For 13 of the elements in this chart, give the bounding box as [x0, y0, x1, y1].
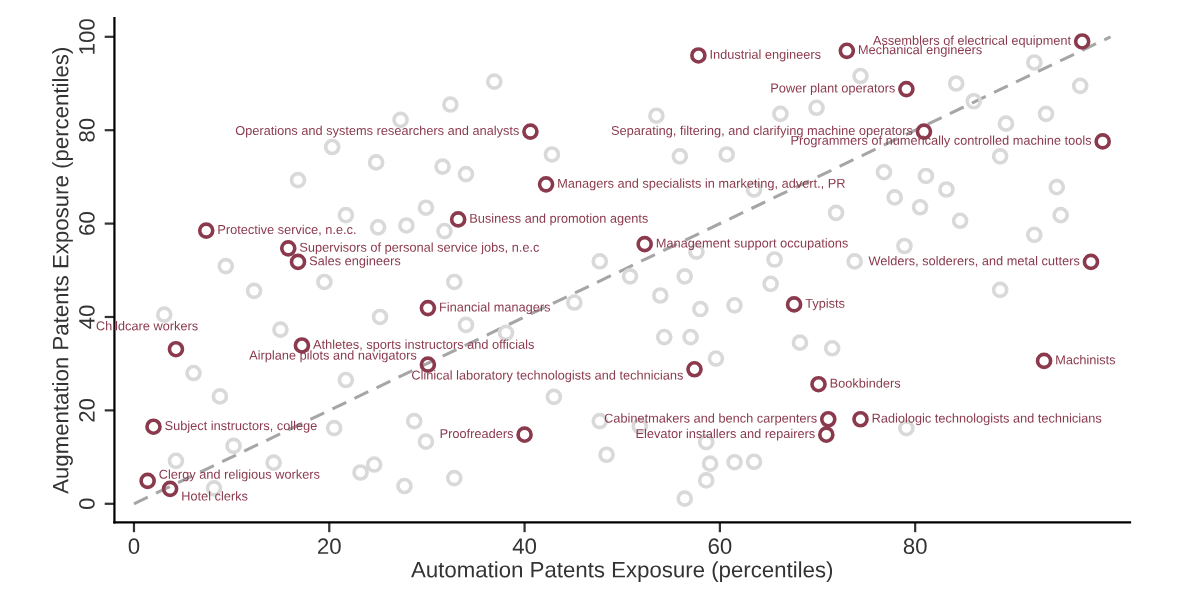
- x-axis-title: Automation Patents Exposure (percentiles): [411, 561, 833, 582]
- y-tick-label: 80: [79, 118, 95, 142]
- y-tick-label: 60: [79, 212, 95, 235]
- x-tick-label: 60: [708, 538, 732, 555]
- y-tick-label: 0: [79, 498, 95, 510]
- y-tick-label: 100: [79, 19, 95, 54]
- y-axis-title: Augmentation Patents Exposure (percentiles): [52, 48, 73, 494]
- y-tick-label: 20: [79, 398, 95, 422]
- x-tick-label: 40: [512, 538, 537, 555]
- x-tick-label: 80: [903, 538, 927, 555]
- y-tick-label: 40: [79, 305, 95, 329]
- x-tick-label: 0: [128, 538, 140, 555]
- x-tick-label: 20: [318, 538, 341, 555]
